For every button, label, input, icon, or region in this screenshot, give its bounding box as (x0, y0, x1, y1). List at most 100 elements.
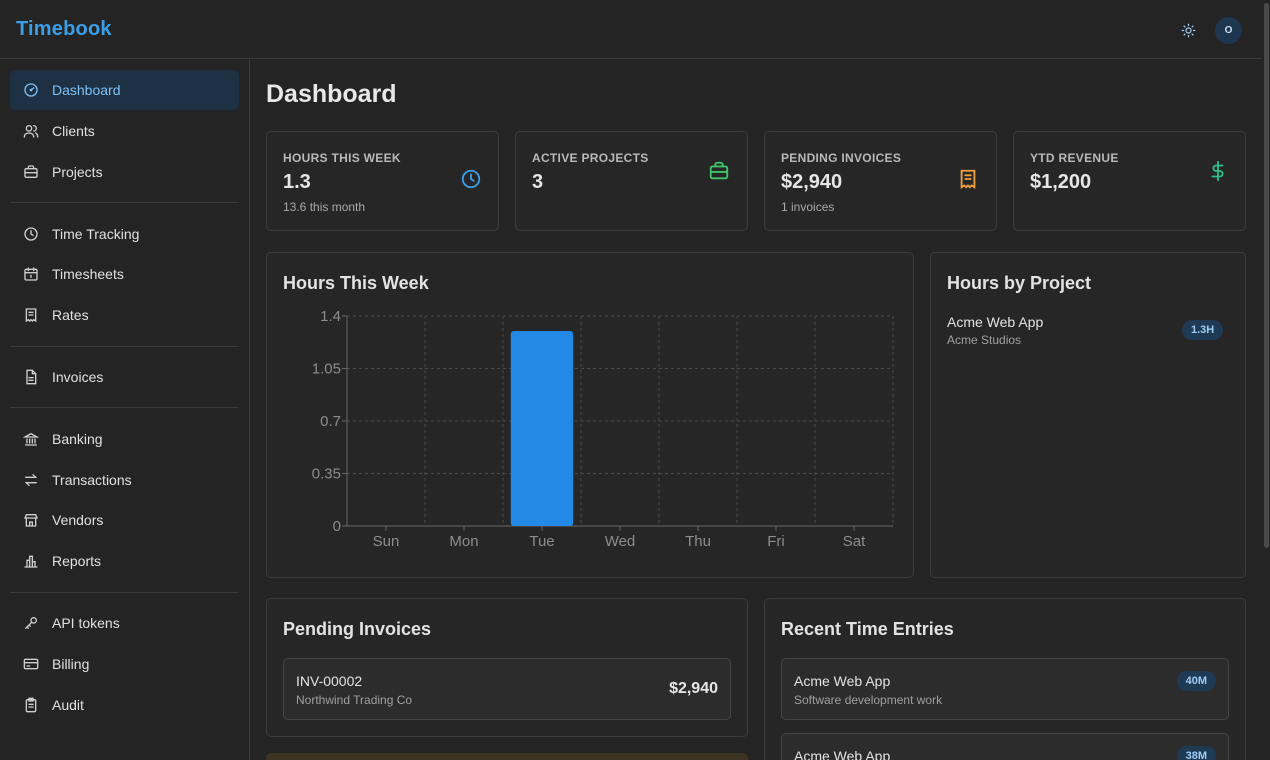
dollar-icon (1206, 159, 1230, 183)
sidebar: Dashboard Clients Projects Time Tracking… (0, 60, 250, 760)
sidebar-item-billing[interactable]: Billing (10, 644, 239, 684)
stat-card-ytd-revenue: YTD REVENUE $1,200 (1013, 131, 1246, 231)
x-tick-label: Sun (373, 533, 400, 550)
sidebar-item-dashboard[interactable]: Dashboard (10, 70, 239, 110)
pending-invoices-card: Pending Invoices INV-00002 Northwind Tra… (266, 598, 748, 737)
y-tick-label: 0.7 (320, 413, 341, 430)
stat-value: 1.3 (283, 171, 311, 193)
hours-bar-chart: 0 0.35 0.7 1.05 1.4 Sun Mon Tue Wed Thu Fri Sat (312, 308, 894, 550)
sidebar-item-label: Billing (52, 656, 90, 672)
sidebar-item-projects[interactable]: Projects (10, 152, 239, 192)
sidebar-item-label: Transactions (52, 472, 132, 488)
theme-toggle-button[interactable] (1177, 19, 1199, 41)
sun-icon (1181, 23, 1195, 37)
receipt-icon (23, 307, 39, 323)
store-icon (23, 512, 39, 528)
y-tick-label: 1.05 (312, 361, 341, 378)
invoice-row[interactable]: INV-00002 Northwind Trading Co $2,940 (283, 658, 731, 720)
bar-chart-icon (23, 553, 39, 569)
y-tick-label: 0 (333, 518, 341, 535)
recent-time-entries-card: Recent Time Entries Acme Web App Softwar… (764, 598, 1246, 760)
y-tick-label: 0.35 (312, 466, 341, 483)
calendar-icon (23, 266, 39, 282)
stat-label: PENDING INVOICES (781, 151, 902, 165)
sidebar-divider (10, 346, 239, 347)
briefcase-icon (707, 159, 731, 183)
gauge-icon (23, 82, 39, 98)
bar (510, 331, 574, 526)
clock-icon (459, 167, 483, 191)
panel-title: Pending Invoices (283, 619, 432, 639)
stat-card-hours: HOURS THIS WEEK 1.3 13.6 this month (266, 131, 499, 231)
credit-card-icon (23, 656, 39, 672)
invoice-number: INV-00002 (296, 673, 363, 689)
file-text-icon (23, 369, 39, 385)
entry-project: Acme Web App (794, 748, 891, 760)
stat-label: ACTIVE PROJECTS (532, 151, 649, 165)
sidebar-divider (10, 592, 239, 593)
x-tick-label: Sat (843, 533, 866, 550)
users-icon (23, 123, 39, 139)
top-bar: Timebook O (0, 0, 1262, 59)
hours-badge: 1.3H (1182, 320, 1224, 340)
briefcase-icon (23, 164, 39, 180)
time-entry-row[interactable]: Acme Web App Software development work 4… (781, 658, 1229, 720)
sidebar-item-invoices[interactable]: Invoices (10, 357, 239, 397)
sidebar-item-audit[interactable]: Audit (10, 685, 239, 725)
hours-chart-card: Hours This Week 0 0.35 0.7 1.05 1.4 Sun Mon Tue… (266, 252, 914, 578)
clipboard-icon (23, 697, 39, 713)
sidebar-item-reports[interactable]: Reports (10, 541, 239, 581)
y-tick-label: 1.4 (320, 308, 341, 325)
duration-badge: 40M (1176, 671, 1216, 691)
scrollbar-thumb[interactable] (1264, 3, 1269, 548)
bank-icon (23, 431, 39, 447)
x-tick-label: Fri (767, 533, 785, 550)
invoice-amount: $2,940 (669, 680, 718, 697)
stat-sub: 1 invoices (781, 200, 835, 214)
sidebar-item-label: Clients (52, 123, 95, 139)
page-scrollbar[interactable] (1262, 0, 1270, 760)
brand-logo[interactable]: Timebook (16, 18, 112, 40)
sidebar-item-clients[interactable]: Clients (10, 111, 239, 151)
sidebar-item-label: Rates (52, 307, 89, 323)
clock-icon (23, 226, 39, 242)
x-tick-label: Wed (605, 533, 636, 550)
page-title: Dashboard (266, 80, 397, 108)
panel-title: Recent Time Entries (781, 619, 954, 639)
sidebar-item-vendors[interactable]: Vendors (10, 500, 239, 540)
x-tick-label: Mon (449, 533, 478, 550)
sidebar-item-label: Reports (52, 553, 102, 569)
receipt-icon (956, 167, 980, 191)
sidebar-item-label: Time Tracking (52, 226, 140, 242)
key-icon (23, 615, 39, 631)
stat-value: 3 (532, 171, 544, 193)
x-tick-label: Tue (529, 533, 554, 550)
entry-description: Software development work (794, 693, 943, 707)
invoice-client: Northwind Trading Co (296, 693, 413, 707)
sidebar-item-label: API tokens (52, 615, 120, 631)
alert-banner (266, 753, 748, 760)
sidebar-divider (10, 407, 239, 408)
project-name: Acme Web App (947, 314, 1044, 330)
stat-card-pending-invoices: PENDING INVOICES $2,940 1 invoices (764, 131, 997, 231)
arrows-exchange-icon (23, 472, 39, 488)
sidebar-item-label: Audit (52, 697, 84, 713)
user-avatar[interactable]: O (1215, 17, 1242, 44)
sidebar-item-transactions[interactable]: Transactions (10, 460, 239, 500)
stat-sub: 13.6 this month (283, 200, 366, 214)
stat-label: HOURS THIS WEEK (283, 151, 401, 165)
sidebar-item-label: Banking (52, 431, 103, 447)
sidebar-item-banking[interactable]: Banking (10, 419, 239, 459)
sidebar-item-time-tracking[interactable]: Time Tracking (10, 214, 239, 254)
sidebar-item-label: Timesheets (52, 266, 124, 282)
sidebar-item-timesheets[interactable]: Timesheets (10, 254, 239, 294)
sidebar-item-rates[interactable]: Rates (10, 295, 239, 335)
sidebar-divider (10, 202, 239, 203)
time-entry-row[interactable]: Acme Web App 38M (781, 733, 1229, 760)
entry-project: Acme Web App (794, 673, 891, 689)
stat-card-projects: ACTIVE PROJECTS 3 (515, 131, 748, 231)
stat-label: YTD REVENUE (1030, 151, 1119, 165)
sidebar-item-label: Vendors (52, 512, 104, 528)
sidebar-item-api-tokens[interactable]: API tokens (10, 603, 239, 643)
panel-title: Hours by Project (947, 273, 1092, 293)
